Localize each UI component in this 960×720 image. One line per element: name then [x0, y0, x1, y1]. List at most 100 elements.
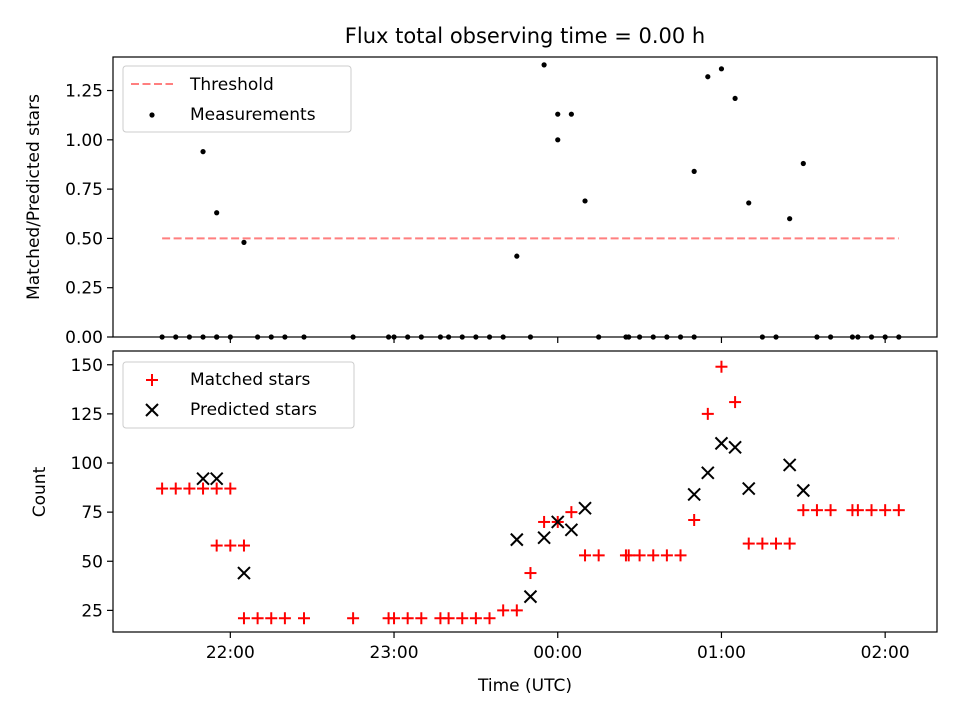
bottom-plot-frame — [112, 350, 938, 633]
top-legend: Threshold Measurements — [122, 65, 352, 133]
bottom-legend-box — [122, 361, 355, 429]
matched-stars-point — [237, 612, 250, 625]
matched-stars-point — [783, 537, 796, 550]
measurement-point — [555, 137, 561, 143]
predicted-stars-point — [796, 483, 811, 498]
y-tick-label: 25 — [81, 601, 103, 621]
matched-stars-point — [415, 612, 428, 625]
predicted-stars-point — [687, 487, 701, 502]
matched-stars-point — [524, 567, 537, 580]
matched-stars-point — [797, 504, 810, 517]
matched-stars-point — [742, 537, 755, 550]
matched-stars-point — [483, 612, 496, 625]
measurement-point — [718, 66, 725, 72]
matched-stars-point — [851, 504, 864, 517]
matched-stars-point — [565, 506, 578, 519]
matched-stars-point — [688, 513, 701, 526]
measurement-point — [787, 216, 793, 222]
legend-measurements-swatch — [149, 112, 155, 118]
matched-stars-point — [210, 539, 223, 552]
measurement-point — [732, 95, 738, 102]
y-tick-label: 0.75 — [65, 180, 103, 200]
top-y-axis: 0.00 0.25 0.50 0.75 1.00 1.25 — [65, 82, 113, 348]
y-tick-label: 100 — [71, 454, 103, 474]
y-tick-label: 150 — [71, 356, 103, 376]
predicted-stars-point — [564, 523, 579, 537]
measurement-point — [555, 111, 561, 117]
predicted-stars-point — [701, 466, 715, 480]
matched-stars-point — [401, 612, 414, 625]
bottom-chart: 25 50 75 100 125 150 22:00 23:00 00:00 01:00 02:0… — [30, 350, 938, 696]
matched-stars-point — [278, 612, 291, 625]
predicted-stars-point — [551, 515, 565, 529]
matched-stars-point — [197, 482, 210, 495]
matched-stars-point — [729, 396, 742, 409]
y-tick-label: 50 — [81, 552, 103, 572]
x-tick-label: 00:00 — [533, 643, 582, 663]
bottom-y-axis: 25 50 75 100 125 150 — [71, 356, 113, 621]
x-tick-label: 22:00 — [206, 643, 255, 663]
x-tick-label: 23:00 — [370, 643, 419, 663]
x-tick-label: 01:00 — [697, 643, 746, 663]
matched-stars-point — [770, 537, 783, 550]
predicted-stars-point — [209, 472, 224, 486]
y-tick-label: 0.00 — [65, 328, 103, 348]
measurement-point — [691, 168, 697, 174]
bottom-x-axis: 22:00 23:00 00:00 01:00 02:00 — [206, 632, 910, 663]
y-tick-label: 0.25 — [65, 279, 103, 299]
measurement-point — [746, 200, 752, 206]
y-tick-label: 1.25 — [65, 82, 103, 102]
matched-stars-point — [715, 360, 728, 373]
predicted-stars-point — [714, 436, 729, 451]
matched-stars-point — [824, 504, 837, 517]
top-chart-title: Flux total observing time = 0.00 h — [345, 24, 705, 48]
matched-stars-point — [265, 612, 278, 625]
measurement-point — [582, 198, 588, 204]
matched-stars-point — [183, 482, 196, 495]
legend-matched-label: Matched stars — [190, 370, 310, 390]
matched-stars-point — [224, 539, 237, 552]
bottom-chart-marks — [156, 360, 905, 625]
top-x-axis — [229, 337, 886, 343]
matched-stars-point — [169, 482, 182, 495]
measurement-point — [705, 74, 711, 80]
matched-stars-point — [210, 482, 223, 495]
matched-stars-point — [756, 537, 769, 550]
matched-stars-point — [647, 549, 660, 562]
top-y-axis-label: Matched/Predicted stars — [24, 94, 44, 300]
matched-stars-point — [251, 612, 264, 625]
matched-stars-point — [592, 549, 605, 562]
predicted-stars-point — [728, 440, 742, 454]
matched-stars-point — [579, 549, 592, 562]
matched-stars-point — [237, 539, 250, 552]
matched-stars-point — [347, 612, 360, 625]
predicted-stars-point — [578, 501, 592, 515]
measurement-point — [514, 253, 520, 259]
matched-stars-point — [660, 549, 673, 562]
measurement-point — [541, 62, 547, 68]
predicted-stars-point — [510, 532, 524, 547]
matched-stars-point — [510, 604, 523, 617]
legend-threshold-label: Threshold — [189, 75, 274, 95]
matched-stars-point — [633, 549, 646, 562]
matched-stars-point — [442, 612, 455, 625]
matched-stars-point — [156, 482, 169, 495]
matched-stars-point — [810, 504, 823, 517]
measurement-point — [800, 160, 806, 167]
predicted-stars-point — [782, 458, 797, 472]
y-tick-label: 1.00 — [65, 131, 103, 151]
matched-stars-point — [865, 504, 878, 517]
matched-stars-point — [388, 612, 401, 625]
matched-stars-point — [622, 549, 635, 562]
matched-stars-point — [469, 612, 482, 625]
y-tick-label: 75 — [81, 503, 103, 523]
measurement-point — [214, 210, 220, 216]
measurement-point — [568, 111, 574, 117]
bottom-y-axis-label: Count — [30, 466, 50, 517]
predicted-stars-point — [196, 472, 210, 486]
predicted-stars-point — [523, 589, 538, 604]
legend-matched-swatch — [146, 374, 158, 386]
bottom-legend: Matched stars Predicted stars — [122, 361, 355, 429]
legend-predicted-label: Predicted stars — [190, 400, 317, 420]
